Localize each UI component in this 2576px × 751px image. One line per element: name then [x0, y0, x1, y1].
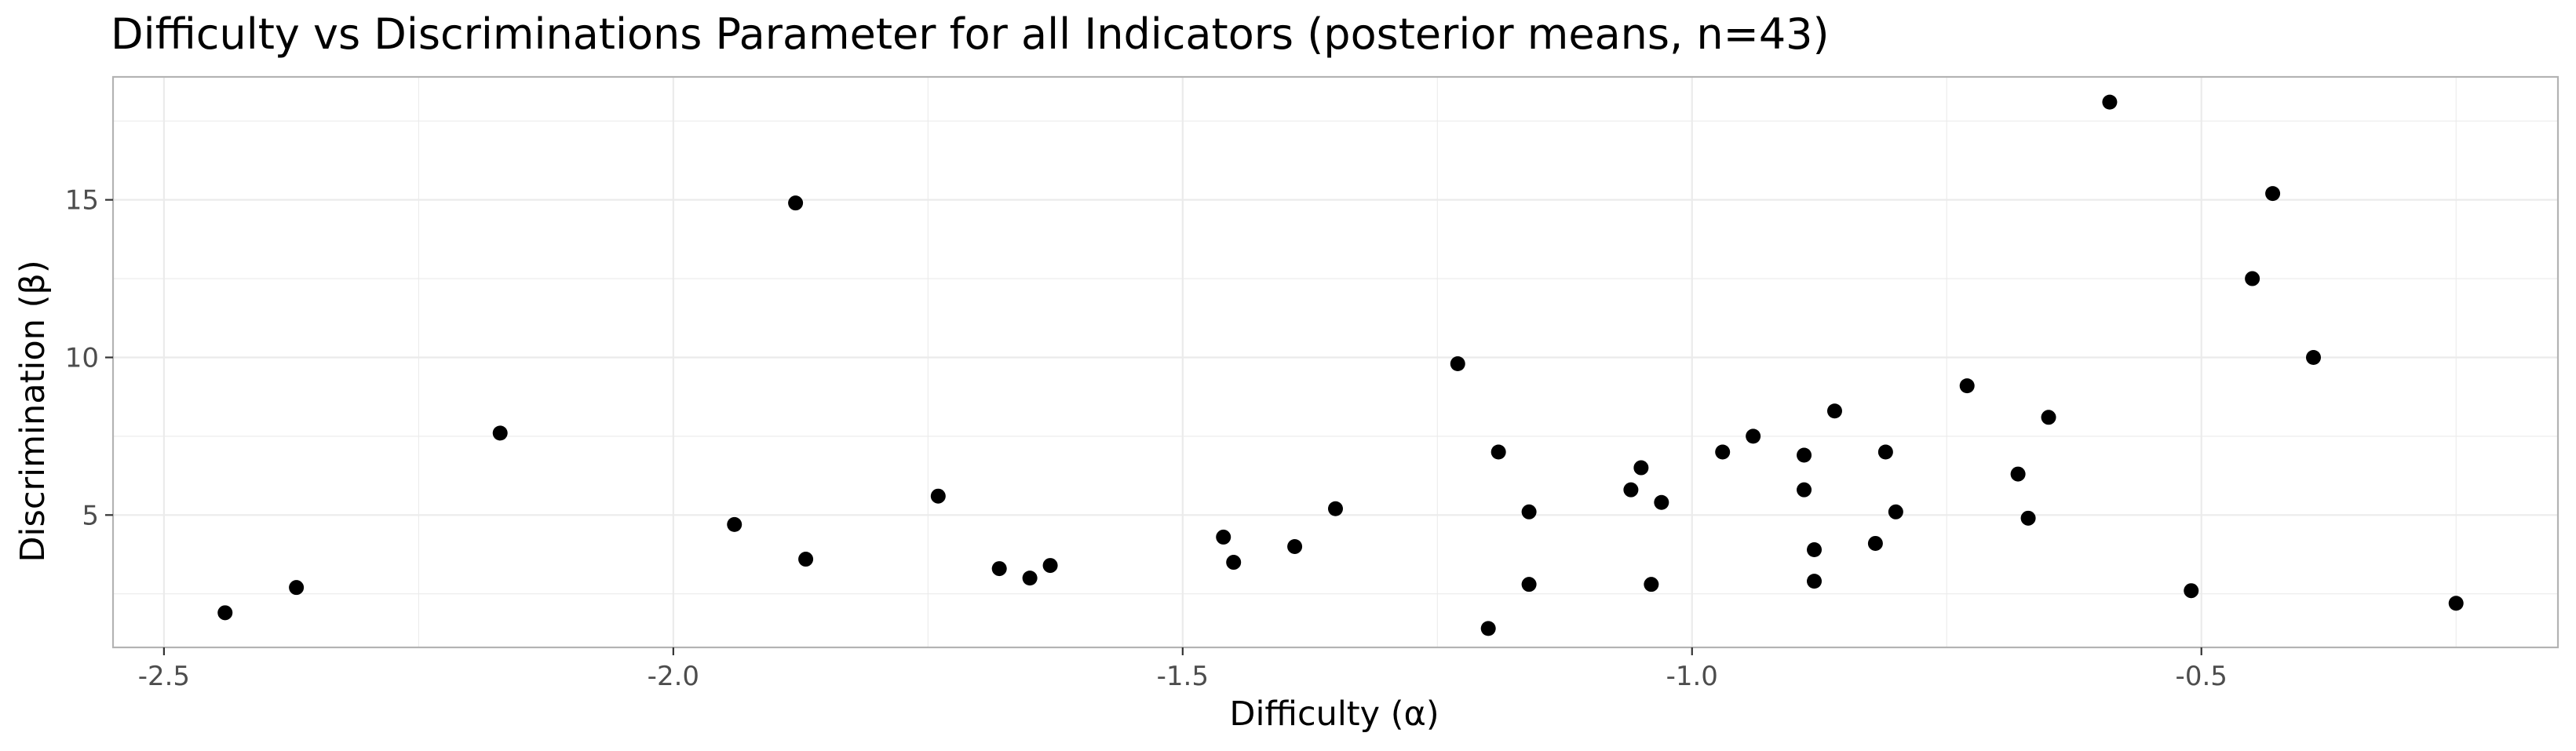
x-tick-label: -1.5: [1157, 661, 1209, 692]
data-point: [1746, 428, 1761, 443]
x-tick-label: -2.0: [648, 661, 699, 692]
x-tick-label: -1.0: [1666, 661, 1718, 692]
x-axis-title: Difficulty (α): [1229, 694, 1439, 734]
data-point: [1328, 501, 1343, 516]
y-tick-label: 5: [82, 500, 99, 531]
data-point: [1878, 444, 1893, 459]
data-point: [1644, 577, 1658, 592]
chart-title: Difficulty vs Discriminations Parameter …: [111, 9, 1830, 59]
data-point: [1654, 495, 1669, 510]
data-point: [1287, 539, 1302, 554]
y-tick-label: 15: [65, 185, 99, 217]
data-point: [1797, 483, 1812, 498]
data-point: [217, 605, 232, 620]
data-point: [798, 552, 813, 567]
data-point: [1807, 574, 1822, 589]
x-tick-label: -0.5: [2176, 661, 2228, 692]
data-point: [2265, 186, 2280, 201]
data-point: [2021, 511, 2036, 526]
data-point: [2449, 596, 2464, 611]
data-point: [1481, 621, 1496, 636]
data-point: [931, 489, 946, 504]
data-point: [727, 517, 742, 532]
data-point: [1807, 542, 1822, 557]
data-point: [1633, 461, 1648, 476]
data-point: [1023, 571, 1038, 585]
data-point: [1522, 577, 1537, 592]
data-point: [788, 195, 803, 210]
y-tick-label: 10: [65, 342, 99, 374]
data-point: [1868, 536, 1883, 551]
data-point: [2041, 410, 2056, 425]
data-point: [1043, 558, 1058, 573]
data-point: [289, 580, 304, 595]
data-point: [1450, 356, 1465, 371]
data-point: [1226, 555, 1241, 570]
data-point: [1491, 444, 1506, 459]
data-point: [1797, 447, 1812, 462]
data-point: [1623, 483, 1638, 498]
data-point: [1522, 505, 1537, 520]
data-point: [1216, 530, 1231, 545]
data-point: [1715, 444, 1730, 459]
data-point: [992, 561, 1007, 576]
data-point: [2184, 583, 2198, 598]
data-point: [2102, 95, 2117, 110]
data-point: [2245, 272, 2260, 286]
data-point: [1827, 403, 1842, 418]
data-point: [493, 425, 508, 440]
data-point: [1888, 505, 1903, 520]
data-point: [1960, 378, 1975, 393]
y-axis-title: Discrimination (β): [13, 260, 53, 562]
data-point: [2011, 467, 2026, 482]
x-tick-label: -2.5: [138, 661, 190, 692]
data-point: [2306, 350, 2321, 365]
